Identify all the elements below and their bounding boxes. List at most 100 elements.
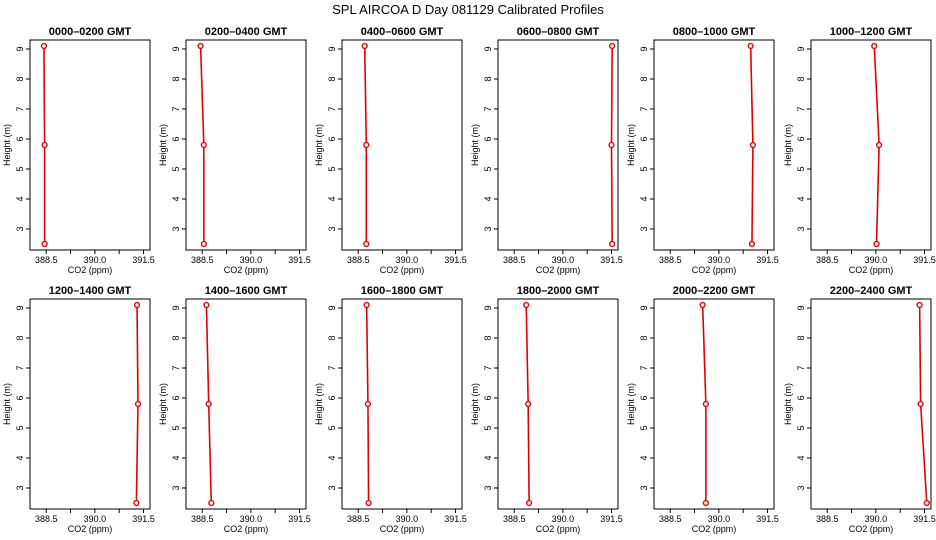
plot-frame	[341, 298, 463, 510]
y-tick-label: 4	[796, 196, 806, 201]
y-tick-label: 9	[639, 305, 649, 310]
y-tick-label: 6	[796, 395, 806, 400]
x-tick-label: 391.5	[756, 255, 779, 265]
x-tick-label: 388.5	[816, 514, 839, 524]
x-tick-label: 390.0	[552, 514, 575, 524]
y-tick-label: 8	[639, 335, 649, 340]
x-tick-label: 391.5	[600, 514, 623, 524]
y-tick-label: 6	[483, 136, 493, 141]
y-axis-label: Height (m)	[314, 383, 324, 425]
y-tick-label: 4	[15, 455, 25, 460]
y-tick-label: 5	[483, 425, 493, 430]
y-tick-label: 3	[15, 485, 25, 490]
y-tick-label: 5	[327, 166, 337, 171]
y-tick-label: 4	[796, 455, 806, 460]
data-point	[363, 301, 370, 309]
x-axis-label: CO2 (ppm)	[536, 524, 581, 534]
data-point	[747, 42, 754, 50]
data-point	[203, 301, 210, 309]
y-tick-label: 9	[171, 305, 181, 310]
y-tick-label: 7	[483, 106, 493, 111]
y-tick-label: 4	[327, 455, 337, 460]
y-tick-label: 3	[15, 226, 25, 231]
y-tick-label: 3	[796, 485, 806, 490]
y-tick-label: 7	[171, 106, 181, 111]
plot-frame	[497, 39, 619, 251]
panel-10: 2000–2200 GMT 388.5 390.0 391.5 CO2 (ppm) 3 4 5…	[626, 285, 779, 534]
panel-0: 0000–0200 GMT 388.5 390.0 391.5 CO2 (ppm) 3 4 5…	[2, 26, 155, 275]
data-point	[41, 141, 48, 149]
x-tick-label: 388.5	[191, 514, 214, 524]
x-tick-label: 390.0	[396, 514, 419, 524]
x-axis-label: CO2 (ppm)	[536, 265, 581, 275]
data-point	[871, 42, 878, 50]
plot-frame	[29, 39, 151, 251]
x-tick-label: 390.0	[865, 514, 888, 524]
y-tick-label: 9	[639, 46, 649, 51]
data-point	[873, 240, 880, 248]
panel-title: 2200–2400 GMT	[830, 285, 913, 297]
x-tick-label: 390.0	[240, 255, 263, 265]
data-point	[205, 400, 212, 408]
y-tick-label: 3	[796, 226, 806, 231]
y-tick-label: 7	[15, 365, 25, 370]
data-point	[923, 499, 930, 507]
data-point	[41, 240, 48, 248]
y-axis-label: Height (m)	[2, 124, 12, 166]
x-axis-label: CO2 (ppm)	[849, 265, 894, 275]
y-tick-label: 8	[796, 335, 806, 340]
x-tick-label: 391.5	[444, 255, 467, 265]
x-tick-label: 388.5	[35, 255, 58, 265]
y-tick-label: 4	[171, 455, 181, 460]
y-tick-label: 3	[639, 226, 649, 231]
data-point	[525, 400, 532, 408]
y-tick-label: 5	[171, 166, 181, 171]
panel-6: 1200–1400 GMT 388.5 390.0 391.5 CO2 (ppm) 3 4 5…	[2, 285, 155, 534]
x-tick-label: 388.5	[659, 514, 682, 524]
data-point	[200, 141, 207, 149]
plot-frame	[810, 298, 932, 510]
x-axis-label: CO2 (ppm)	[692, 265, 737, 275]
plot-frame	[653, 39, 775, 251]
y-tick-label: 9	[796, 46, 806, 51]
x-axis-label: CO2 (ppm)	[224, 265, 269, 275]
data-point	[133, 499, 140, 507]
y-tick-label: 8	[171, 335, 181, 340]
x-axis-label: CO2 (ppm)	[692, 524, 737, 534]
y-tick-label: 9	[327, 305, 337, 310]
data-point	[702, 499, 709, 507]
x-tick-label: 388.5	[35, 514, 58, 524]
panel-5: 1000–1200 GMT 388.5 390.0 391.5 CO2 (ppm) 3 4 5…	[783, 26, 936, 275]
y-tick-label: 8	[327, 76, 337, 81]
data-point	[134, 400, 142, 408]
panel-2: 0400–0600 GMT 388.5 390.0 391.5 CO2 (ppm) 3 4 5…	[314, 26, 467, 275]
y-tick-label: 5	[639, 425, 649, 430]
y-tick-label: 6	[15, 395, 25, 400]
y-axis-label: Height (m)	[470, 383, 480, 425]
data-point	[609, 42, 616, 50]
y-tick-label: 6	[15, 136, 25, 141]
y-tick-label: 3	[327, 226, 337, 231]
y-tick-label: 5	[796, 166, 806, 171]
y-tick-label: 3	[171, 485, 181, 490]
plot-frame	[185, 39, 307, 251]
y-axis-label: Height (m)	[158, 124, 168, 166]
x-tick-label: 388.5	[503, 514, 526, 524]
x-tick-label: 388.5	[191, 255, 214, 265]
panel-4: 0800–1000 GMT 388.5 390.0 391.5 CO2 (ppm) 3 4 5…	[626, 26, 779, 275]
y-tick-label: 5	[639, 166, 649, 171]
y-tick-label: 3	[639, 485, 649, 490]
data-point	[748, 240, 756, 248]
panel-title: 1000–1200 GMT	[830, 26, 913, 38]
x-tick-label: 388.5	[347, 514, 370, 524]
y-tick-label: 5	[327, 425, 337, 430]
y-tick-label: 6	[327, 136, 337, 141]
panel-title: 1200–1400 GMT	[49, 285, 132, 297]
y-tick-label: 8	[639, 76, 649, 81]
x-axis-label: CO2 (ppm)	[224, 524, 269, 534]
data-point	[609, 240, 616, 248]
plot-frame	[497, 298, 619, 510]
panel-title: 0200–0400 GMT	[205, 26, 288, 38]
x-tick-label: 388.5	[347, 255, 370, 265]
